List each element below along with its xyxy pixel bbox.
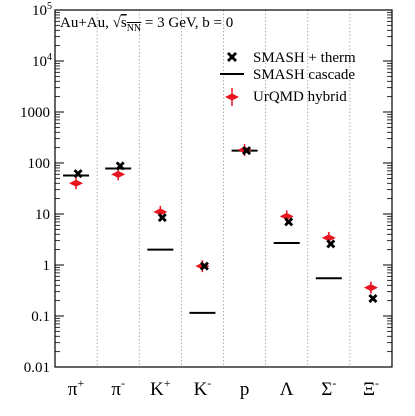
legend-diamond-marker (225, 88, 239, 106)
category-label: Σ- (321, 376, 336, 400)
category-label: K- (194, 376, 212, 400)
urqmd-diamond (69, 179, 84, 187)
x-stroke (73, 169, 83, 179)
plot-frame (54, 9, 393, 368)
category-label: p (240, 379, 250, 400)
x-axis-categories: π+ π- K+ K-p Λ Σ- Ξ- (68, 376, 379, 400)
y-tick-label: 10 (35, 207, 50, 223)
y-tick-label: 1000 (20, 105, 50, 121)
x-stroke (199, 261, 209, 271)
collision-header: Au+Au, √sNN = 3 GeV, b = 0 (60, 15, 233, 34)
smash-therm-marker (115, 161, 125, 171)
category-label: π- (111, 376, 125, 400)
x-stroke (115, 161, 125, 171)
x-stroke (242, 146, 252, 156)
y-tick-label: 0.1 (31, 309, 50, 325)
category-label: Λ (280, 379, 294, 400)
urqmd-diamond (153, 208, 168, 216)
y-tick-label: 105 (32, 1, 52, 19)
y-tick-label: 1 (43, 258, 51, 274)
urqmd-diamond (363, 284, 378, 292)
urqmd-hybrid-marker (363, 281, 378, 294)
legend-x-marker (227, 52, 237, 62)
legend-entry-smash-cascade: SMASH cascade (220, 67, 355, 83)
legend: SMASH + therm SMASH cascade UrQMD hybrid (220, 50, 356, 106)
legend-label-urqmd-hybrid: UrQMD hybrid (253, 89, 347, 105)
smash-therm-marker (157, 213, 167, 223)
smash-therm-marker (326, 239, 336, 249)
category-separators (96, 10, 351, 367)
category-label: Ξ- (363, 376, 379, 400)
urqmd-hybrid-marker (69, 177, 84, 190)
x-stroke (284, 217, 294, 227)
y-tick-label: 100 (28, 156, 51, 172)
smash-therm-marker (199, 261, 209, 271)
y-tick-label: 0.01 (24, 360, 50, 376)
x-stroke (326, 239, 336, 249)
smash-therm-marker (242, 146, 252, 156)
x-stroke (368, 294, 378, 304)
urqmd-hybrid-marker (195, 260, 210, 273)
legend-label-smash-cascade: SMASH cascade (253, 67, 355, 83)
x-stroke (157, 213, 167, 223)
y-axis: 0.01 0.1 1 10 100 1000 104 105 (20, 1, 392, 376)
urqmd-diamond (321, 234, 336, 242)
smash-therm-marker (73, 169, 83, 179)
legend-entry-urqmd-hybrid: UrQMD hybrid (225, 88, 347, 106)
data-markers (63, 143, 378, 314)
category-label: π+ (68, 376, 85, 400)
legend-label-smash-therm: SMASH + therm (253, 50, 356, 66)
category-label: K+ (150, 376, 171, 400)
smash-therm-marker (368, 294, 378, 304)
urqmd-diamond (111, 170, 126, 178)
y-tick-label: 104 (32, 52, 52, 70)
smash-therm-marker (284, 217, 294, 227)
urqmd-hybrid-marker (111, 168, 126, 181)
legend-entry-smash-therm: SMASH + therm (227, 50, 356, 66)
urqmd-diamond (279, 212, 294, 220)
